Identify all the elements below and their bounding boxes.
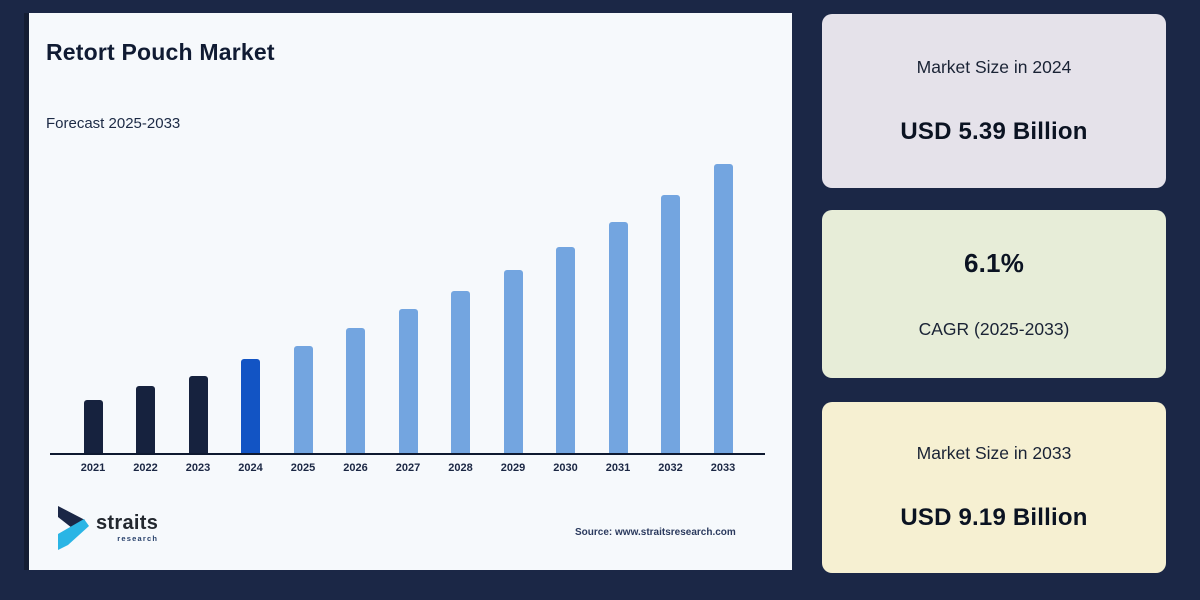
x-axis-label-2033: 2033: [710, 462, 736, 474]
x-axis-label-2030: 2030: [553, 462, 578, 474]
stat-card-cagr: 6.1% CAGR (2025-2033): [822, 210, 1166, 378]
x-axis-label-2028: 2028: [448, 462, 473, 474]
card-label-2033: Market Size in 2033: [916, 443, 1072, 463]
bar-2022: [136, 386, 155, 453]
card-label-cagr: CAGR (2025-2033): [918, 319, 1070, 339]
card-value-cagr: 6.1%: [963, 248, 1025, 278]
straits-logo: straits research: [56, 505, 158, 551]
x-axis-label-2027: 2027: [395, 462, 421, 474]
x-axis-label-2026: 2026: [343, 462, 368, 474]
bar-2026: [346, 328, 365, 453]
bar-2023: [188, 376, 208, 453]
bar-2025: [293, 346, 313, 453]
card-value-2024: USD 5.39 Billion: [900, 117, 1088, 145]
source-attribution: Source: www.straitsresearch.com: [575, 527, 736, 538]
straits-arrow-icon: [58, 506, 89, 550]
bar-2031: [608, 222, 628, 453]
x-axis-label-2024: 2024: [238, 462, 263, 474]
x-axis-label-2021: 2021: [80, 462, 106, 474]
bar-2029: [503, 270, 523, 453]
bar-2033: [713, 164, 733, 453]
bar-2032: [661, 195, 680, 453]
logo-text: straits research: [96, 513, 158, 543]
logo-subtext: research: [117, 534, 159, 544]
x-axis-label-2032: 2032: [658, 462, 683, 474]
logo-wordmark: straits: [96, 512, 159, 535]
stat-card-market-size-2033: Market Size in 2033 USD 9.19 Billion: [822, 402, 1166, 573]
x-axis-label-2029: 2029: [500, 462, 526, 474]
x-axis-line: [50, 453, 765, 455]
card-value-2033: USD 9.19 Billion: [900, 504, 1088, 531]
x-axis-label-2025: 2025: [290, 462, 316, 474]
stat-card-market-size-2024: Market Size in 2024 USD 5.39 Billion: [822, 14, 1166, 188]
x-axis-label-2022: 2022: [133, 462, 158, 474]
chart-panel: Retort Pouch Market Forecast 2025-2033 2…: [29, 13, 792, 570]
x-axis-label-2031: 2031: [605, 462, 631, 474]
bar-2021: [83, 400, 103, 453]
card-label-2024: Market Size in 2024: [916, 56, 1072, 77]
bar-2024: [241, 359, 260, 453]
bar-2028: [451, 291, 470, 453]
forecast-subtitle: Forecast 2025-2033: [46, 115, 181, 132]
page-title: Retort Pouch Market: [46, 39, 275, 65]
bar-2030: [556, 247, 575, 453]
bar-2027: [398, 309, 418, 453]
x-axis-label-2023: 2023: [185, 462, 211, 474]
bar-chart: 2021 2022 2023 2024 2025 2026 2027 2028 2029 2030…: [50, 153, 765, 474]
